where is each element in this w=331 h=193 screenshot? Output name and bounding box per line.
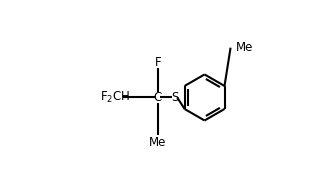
Text: C: C (154, 91, 162, 104)
Text: F: F (155, 56, 161, 69)
Text: F$_2$CH: F$_2$CH (100, 90, 130, 105)
Text: Me: Me (149, 136, 166, 149)
Text: Me: Me (236, 41, 253, 54)
Text: S: S (171, 91, 178, 104)
